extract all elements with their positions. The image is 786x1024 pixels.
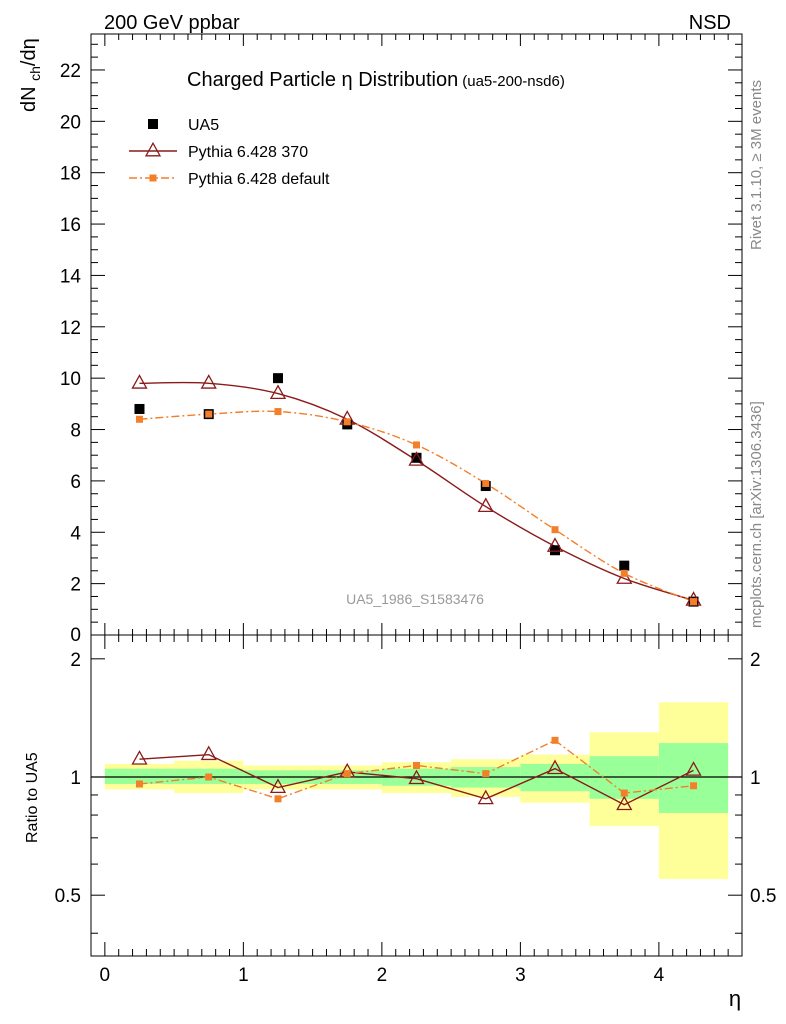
- ratio-point-default: [620, 789, 628, 797]
- ratio-ytick-label-left: 2: [70, 650, 81, 671]
- main-point-370: [546, 537, 564, 552]
- ratio-point-370: [685, 761, 702, 776]
- ratio-curve-0: [139, 753, 694, 806]
- main-point-370: [131, 374, 148, 389]
- ratio-point-default: [135, 780, 143, 788]
- ratio-point-default: [551, 736, 559, 744]
- ratio-curves: [139, 739, 694, 806]
- main-ytick-label: 20: [60, 112, 81, 133]
- main-ytick-label: 18: [60, 164, 81, 185]
- legend-label-1: Pythia 6.428 370: [188, 144, 308, 161]
- ratio-panel: 0.5 0.5 1 1 2 2 0 1 2 3 4 Ratio to UA5 η: [24, 634, 776, 1011]
- main-point-default: [551, 526, 559, 534]
- ratio-markers: [131, 736, 702, 811]
- main-point-default: [205, 410, 213, 418]
- ratio-point-370: [408, 769, 425, 785]
- main-point-default: [482, 479, 490, 487]
- source-label: mcplots.cern.ch [arXiv:1306.3436]: [748, 401, 765, 628]
- ratio-xtick-label: 1: [238, 965, 249, 986]
- main-point-default: [690, 598, 698, 606]
- main-y-label-subscript: ch: [27, 66, 43, 81]
- ratio-point-default: [205, 773, 213, 781]
- main-ytick-label: 4: [70, 523, 81, 544]
- main-point-default: [135, 415, 143, 423]
- ratio-point-default: [482, 770, 490, 778]
- main-ytick-label: 14: [60, 266, 82, 287]
- ratio-point-default: [343, 770, 351, 778]
- process-label: NSD: [689, 12, 731, 34]
- ratio-ytick-label-left: 0.5: [55, 886, 81, 907]
- main-point-default: [413, 441, 420, 449]
- main-point-370: [616, 569, 633, 584]
- main-y-axis: 2 4 6 8 10 12 14 16 18 20 22 0: [60, 34, 742, 646]
- ratio-point-370: [200, 745, 217, 761]
- rivet-label: Rivet 3.1.10, ≥ 3M events: [748, 80, 765, 250]
- ratio-stat-band: [658, 743, 729, 813]
- ratio-y-label: Ratio to UA5: [24, 752, 41, 843]
- ratio-ytick-label-right: 1: [750, 768, 761, 789]
- ratio-ytick-label-left: 1: [70, 768, 81, 789]
- ratio-point-370: [616, 795, 633, 811]
- main-point-ua5: [619, 560, 630, 571]
- analysis-label: UA5_1986_S1583476: [346, 591, 484, 607]
- legend: UA5 Pythia 6.428 370 Pythia 6.428 default: [129, 117, 330, 188]
- main-point-370: [408, 451, 425, 466]
- main-curve-2: [139, 410, 694, 603]
- main-y-label-rest: /dη: [18, 38, 40, 66]
- ratio-uncertainty-bands: [91, 702, 742, 879]
- ratio-point-default: [413, 761, 420, 769]
- ratio-point-370: [131, 750, 148, 765]
- main-point-default: [620, 569, 628, 577]
- main-ytick-label: 8: [70, 421, 81, 442]
- energy-label: 200 GeV ppbar: [104, 12, 240, 34]
- main-ytick-label: 12: [60, 318, 81, 339]
- main-y-label: dN ch/dη: [18, 38, 43, 112]
- legend-label-0: UA5: [188, 117, 219, 134]
- ratio-xtick-label: 2: [377, 965, 388, 986]
- main-curves: [139, 381, 694, 603]
- main-y-label-text: dN: [18, 86, 40, 112]
- ratio-ytick-label-right: 2: [750, 650, 761, 671]
- ratio-xtick-label: 4: [654, 965, 665, 986]
- main-point-default: [274, 408, 282, 416]
- main-point-370: [477, 497, 494, 513]
- ratio-y-axis: 0.5 0.5 1 1 2 2: [55, 650, 776, 934]
- main-title: Charged Particle η Distribution (ua5-200-…: [187, 69, 565, 91]
- ratio-stat-band: [104, 768, 175, 784]
- main-point-ua5: [411, 452, 422, 463]
- ratio-point-370: [477, 789, 494, 805]
- main-curve-1: [139, 381, 694, 601]
- ratio-point-default: [274, 795, 282, 803]
- ratio-point-370: [546, 759, 564, 775]
- ratio-xtick-label: 3: [515, 965, 526, 986]
- legend-label-2: Pythia 6.428 default: [188, 171, 330, 188]
- legend-marker-default: [149, 174, 157, 182]
- ratio-point-370: [269, 778, 287, 793]
- main-point-default: [343, 418, 351, 426]
- main-ytick-label: 16: [60, 215, 81, 236]
- main-subtitle: (ua5-200-nsd6): [462, 73, 565, 90]
- main-ytick-label: 2: [70, 575, 81, 596]
- ratio-frame: [90, 634, 743, 957]
- main-ytick-label: 10: [60, 369, 81, 390]
- main-title-text: Charged Particle η Distribution: [187, 69, 458, 91]
- main-point-ua5: [550, 545, 561, 556]
- ratio-xtick-label: 0: [100, 965, 111, 986]
- main-markers: [131, 373, 702, 607]
- main-ytick-label: 22: [60, 61, 81, 82]
- main-ytick-label-zero: 0: [70, 625, 81, 646]
- x-axis-label: η: [729, 986, 741, 1011]
- main-point-370: [200, 374, 217, 389]
- main-ytick-label: 6: [70, 472, 81, 493]
- ratio-x-axis: 0 1 2 3 4: [100, 635, 729, 986]
- main-point-ua5: [134, 403, 145, 414]
- main-panel: 2 4 6 8 10 12 14 16 18 20 22 0 Charged Particle η D…: [18, 33, 743, 646]
- ratio-point-default: [690, 782, 698, 790]
- main-point-ua5: [272, 373, 283, 384]
- ratio-ytick-label-right: 0.5: [750, 886, 776, 907]
- legend-marker-370: [144, 141, 162, 157]
- main-point-370: [269, 384, 287, 400]
- legend-marker-ua5: [148, 119, 158, 129]
